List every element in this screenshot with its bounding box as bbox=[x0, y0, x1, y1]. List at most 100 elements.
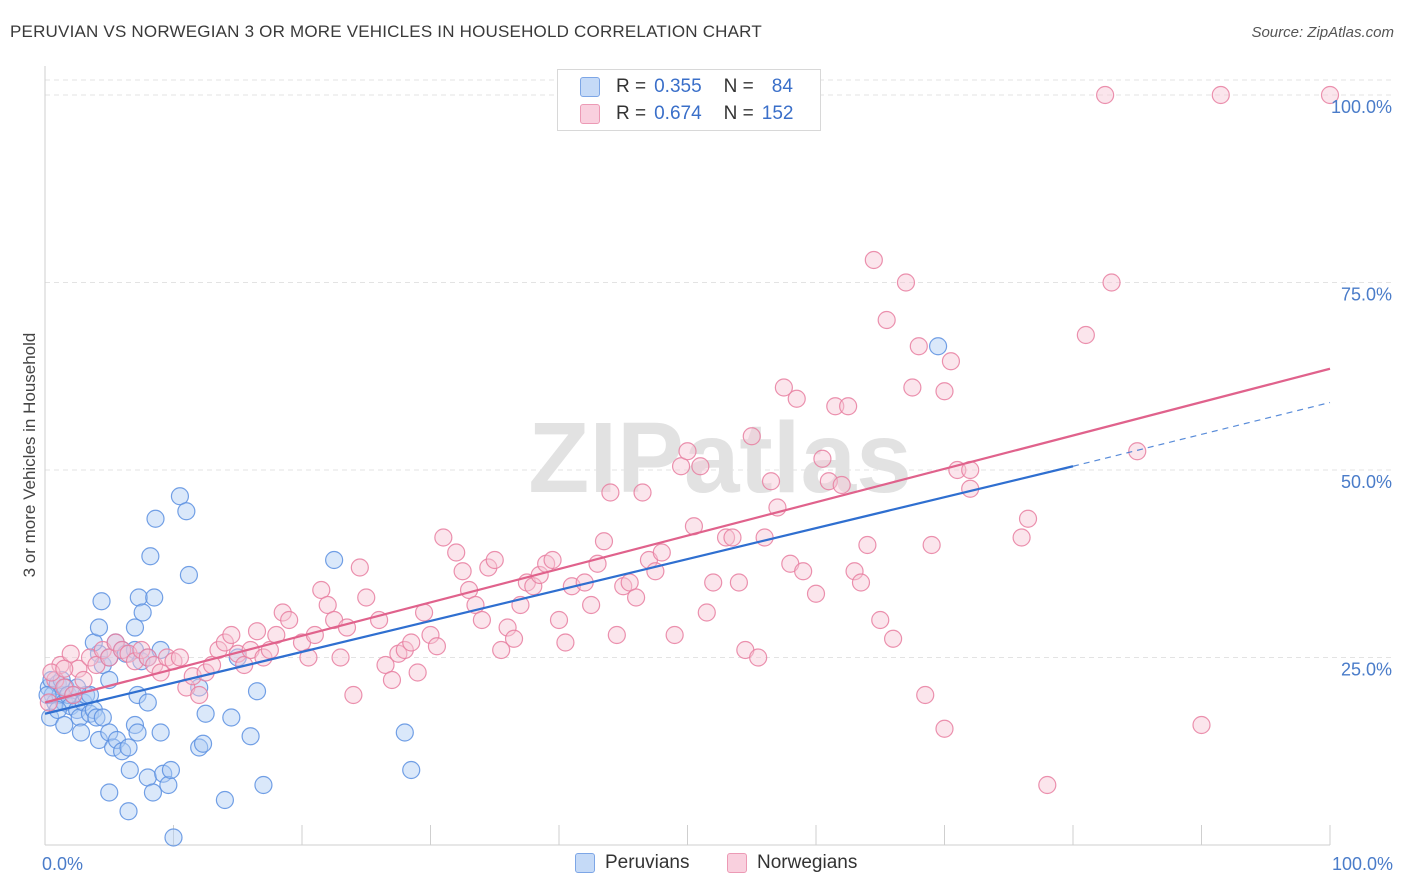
legend-r-value: 0.355 bbox=[654, 76, 702, 97]
peruvian-point bbox=[402, 760, 421, 780]
norwegian-point bbox=[594, 532, 614, 551]
norwegian-point bbox=[331, 648, 350, 667]
norwegian-point bbox=[883, 629, 903, 648]
peruvian-point bbox=[100, 783, 119, 802]
bottom-legend-label-peruvians: Peruvians bbox=[605, 852, 690, 873]
peruvian-point bbox=[193, 734, 213, 753]
peruvian-point bbox=[395, 723, 414, 742]
norwegian-point bbox=[806, 584, 826, 603]
peruvian-point bbox=[38, 685, 57, 705]
norwegian-point bbox=[74, 670, 93, 690]
norwegian-point bbox=[408, 663, 427, 682]
peruvian-point bbox=[164, 828, 183, 847]
norwegian-point bbox=[755, 528, 774, 547]
norwegian-point bbox=[652, 543, 671, 562]
norwegian-point bbox=[524, 577, 543, 596]
peruvian-point bbox=[215, 790, 234, 810]
norwegian-point bbox=[421, 625, 440, 645]
norwegian-point bbox=[312, 580, 331, 600]
y-tick-label: 50.0% bbox=[1341, 472, 1392, 492]
norwegian-point bbox=[697, 603, 716, 622]
norwegian-point bbox=[601, 483, 620, 502]
legend-swatch-peruvians bbox=[580, 77, 600, 97]
peruvian-point bbox=[129, 588, 148, 607]
norwegian-point bbox=[215, 633, 234, 652]
norwegian-point bbox=[472, 610, 491, 630]
norwegian-point bbox=[845, 562, 864, 581]
norwegian-point bbox=[273, 603, 292, 622]
bottom-legend-label-norwegians: Norwegians bbox=[757, 852, 858, 873]
peruvian-point bbox=[254, 775, 273, 795]
norwegian-points bbox=[39, 85, 1340, 795]
norwegian-point bbox=[350, 558, 369, 577]
norwegian-point bbox=[723, 528, 742, 547]
peruvian-point bbox=[89, 730, 109, 750]
peruvian-point bbox=[133, 603, 152, 622]
norwegian-point bbox=[729, 573, 749, 592]
legend-n-value: 152 bbox=[761, 103, 794, 124]
norwegian-point bbox=[774, 378, 793, 397]
norwegian-point bbox=[903, 378, 922, 397]
norwegian-point bbox=[1018, 509, 1038, 528]
norwegian-point bbox=[1012, 528, 1031, 547]
norwegian-point bbox=[1102, 273, 1121, 292]
norwegian-point bbox=[607, 625, 626, 645]
norwegian-point bbox=[1320, 85, 1340, 105]
peruvian-point bbox=[159, 775, 178, 795]
legend-r-value: 0.674 bbox=[654, 103, 702, 124]
norwegian-point bbox=[704, 573, 723, 592]
peruvian-point bbox=[100, 723, 119, 742]
norwegian-point bbox=[357, 588, 376, 607]
trend-lines bbox=[44, 367, 1331, 715]
legend-r-label: R = bbox=[616, 76, 647, 97]
watermark: ZIPatlas bbox=[528, 402, 912, 514]
norwegian-point bbox=[826, 397, 845, 416]
y-tick-label: 100.0% bbox=[1331, 97, 1392, 117]
peruvian-point bbox=[170, 487, 190, 506]
norwegian-point bbox=[1076, 325, 1095, 345]
peruvian-point bbox=[241, 727, 260, 746]
norwegian-point bbox=[55, 659, 74, 678]
norwegian-point bbox=[742, 427, 761, 446]
peruvian-point bbox=[247, 682, 267, 701]
peruvian-trend-extension bbox=[1072, 401, 1331, 467]
peruvian-point bbox=[93, 708, 112, 727]
bottom-legend-norwegians: Norwegians bbox=[727, 852, 857, 874]
norwegian-point bbox=[871, 610, 890, 630]
peruvian-point bbox=[325, 550, 344, 570]
norwegian-point bbox=[299, 648, 318, 667]
norwegian-point bbox=[543, 550, 562, 570]
norwegian-point bbox=[492, 640, 511, 660]
norwegian-point bbox=[1128, 442, 1147, 461]
legend-n-value: 84 bbox=[771, 76, 793, 97]
norwegian-point bbox=[190, 685, 209, 705]
norwegian-point bbox=[1038, 775, 1057, 795]
legend-row-peruvians: R = 0.355 N = 84 bbox=[580, 74, 793, 100]
peruvian-point bbox=[143, 783, 163, 802]
tick-labels: 25.0% 50.0% 75.0% 100.0% 0.0% 100.0% bbox=[42, 97, 1393, 874]
norwegian-point bbox=[839, 397, 858, 416]
legend-swatch-norwegians bbox=[580, 104, 600, 124]
peruvian-point bbox=[89, 618, 109, 637]
norwegian-point bbox=[787, 389, 806, 408]
peruvian-point bbox=[928, 337, 948, 356]
norwegian-point bbox=[106, 633, 125, 652]
y-tick-label: 25.0% bbox=[1341, 660, 1392, 680]
peruvian-point bbox=[222, 708, 241, 727]
norwegian-point bbox=[761, 472, 781, 491]
legend-r-label: R = bbox=[616, 103, 647, 124]
norwegian-point bbox=[582, 595, 601, 615]
chart-title: PERUVIAN VS NORWEGIAN 3 OR MORE VEHICLES… bbox=[10, 22, 762, 41]
legend-row-norwegians: R = 0.674 N = 152 bbox=[580, 101, 794, 127]
peruvian-point bbox=[120, 760, 139, 780]
norwegian-point bbox=[504, 629, 524, 648]
norwegian-point bbox=[716, 528, 736, 547]
norwegian-point bbox=[909, 337, 928, 356]
norwegian-point bbox=[794, 562, 813, 581]
peruvian-point bbox=[71, 723, 91, 742]
norwegian-point bbox=[864, 250, 883, 270]
x-tick-label: 0.0% bbox=[42, 854, 83, 874]
norwegian-point bbox=[858, 535, 877, 555]
peruvian-point bbox=[125, 618, 145, 637]
